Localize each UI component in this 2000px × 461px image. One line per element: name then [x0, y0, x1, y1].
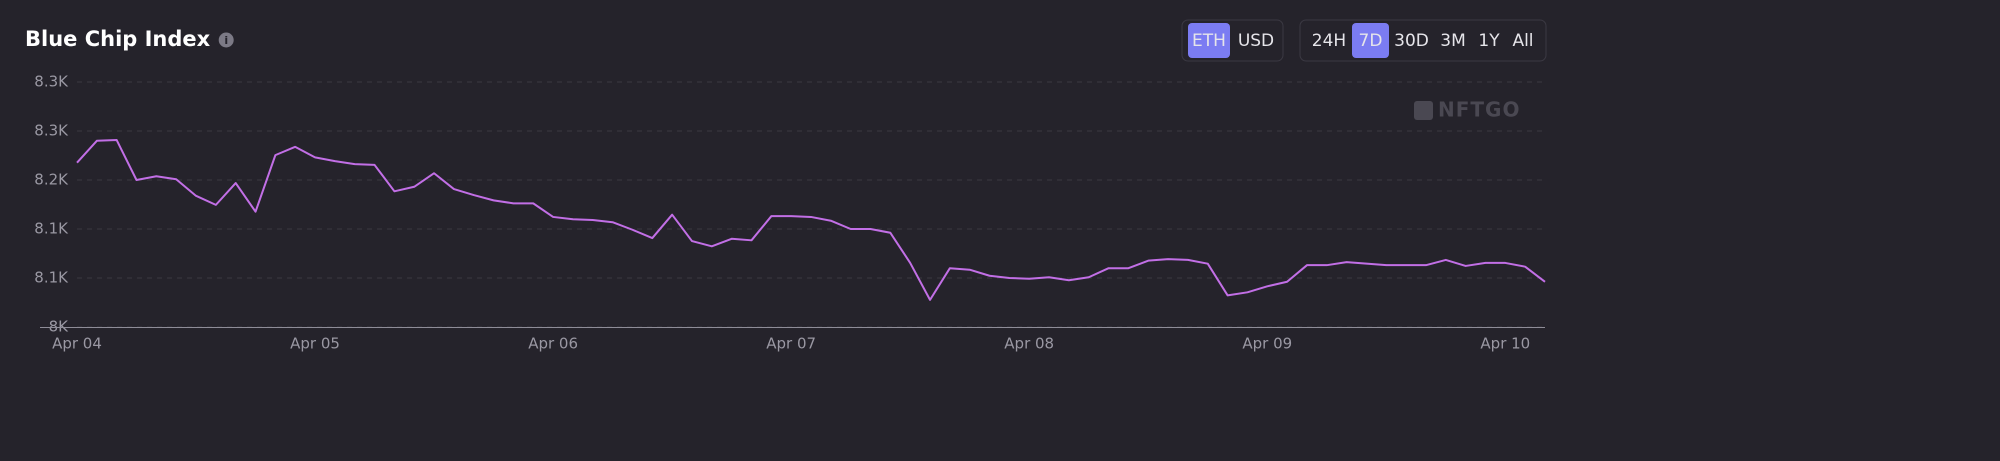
line-series [76, 139, 1546, 301]
x-tick-label: Apr 05 [290, 335, 340, 353]
watermark-text: NFTGO [1438, 98, 1520, 122]
y-tick-label: 8.2K [34, 171, 69, 189]
x-tick-label: Apr 04 [52, 335, 102, 353]
range-button[interactable]: 1Y [1478, 31, 1500, 51]
x-tick-label: Apr 09 [1242, 335, 1292, 353]
currency-button-active[interactable] [1188, 23, 1230, 58]
y-tick-label: 8.1K [34, 269, 69, 287]
y-tick-label: 8.1K [34, 220, 69, 238]
range-button[interactable]: 7D [1359, 31, 1383, 51]
range-group [1299, 19, 1547, 62]
x-tick-label: Apr 07 [766, 335, 816, 353]
x-tick-label: Apr 08 [1004, 335, 1054, 353]
range-button[interactable]: All [1512, 31, 1533, 51]
info-icon[interactable]: i [218, 32, 234, 48]
chart-title: Blue Chip Index [25, 27, 211, 51]
watermark: NFTGO [1414, 98, 1520, 122]
y-tick-label: 8K [49, 318, 70, 336]
x-tick-label: Apr 10 [1480, 335, 1530, 353]
range-button[interactable]: 3M [1440, 31, 1465, 51]
x-tick-label: Apr 06 [528, 335, 578, 353]
currency-group [1181, 19, 1284, 62]
range-button[interactable]: 24H [1312, 31, 1346, 51]
range-button[interactable]: 30D [1394, 31, 1429, 51]
currency-button[interactable]: USD [1238, 31, 1274, 51]
range-button-active[interactable] [1352, 23, 1389, 58]
y-tick-label: 8.3K [34, 73, 69, 91]
y-tick-label: 8.3K [34, 122, 69, 140]
svg-text:i: i [224, 34, 228, 47]
currency-button[interactable]: ETH [1192, 31, 1226, 51]
